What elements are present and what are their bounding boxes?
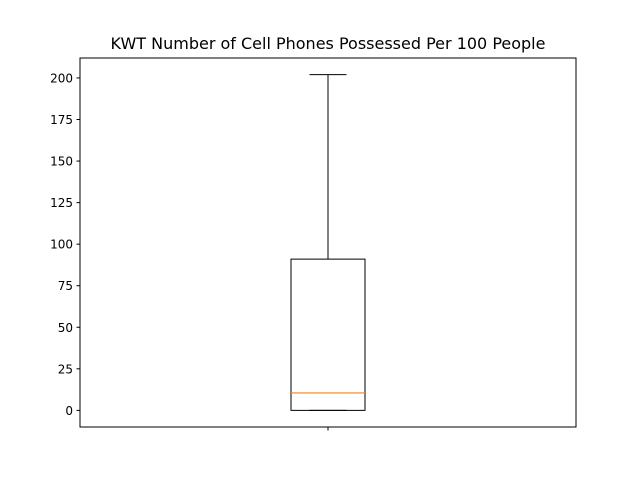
y-tick-label: 50 xyxy=(58,321,73,335)
y-tick-label: 0 xyxy=(65,404,73,418)
box-group xyxy=(290,74,366,411)
y-tick-label: 100 xyxy=(50,238,73,252)
y-tick-label: 25 xyxy=(58,362,73,376)
y-axis: 0 25 50 75 100 125 150 175 200 xyxy=(50,71,80,418)
chart-title: KWT Number of Cell Phones Possessed Per … xyxy=(111,34,546,53)
y-tick-label: 200 xyxy=(50,71,73,85)
iqr-box xyxy=(290,258,366,411)
y-tick-label: 150 xyxy=(50,155,73,169)
plot-frame xyxy=(79,57,577,428)
y-tick-label: 125 xyxy=(50,196,73,210)
y-tick-label: 175 xyxy=(50,113,73,127)
y-tick-label: 75 xyxy=(58,279,73,293)
